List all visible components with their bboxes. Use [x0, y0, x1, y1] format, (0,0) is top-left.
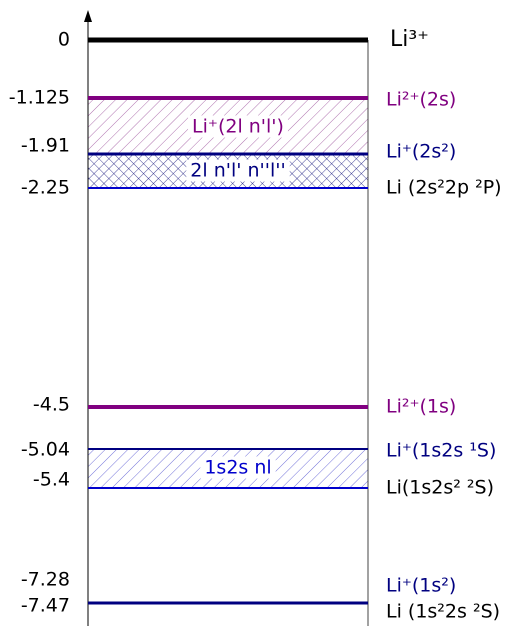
bands: Li⁺(2l n'l') 2l n'l' n''l'' 1s2s nl [88, 98, 368, 488]
level-label: Li²⁺(2s) [386, 89, 456, 111]
energy-value: -4.5 [33, 394, 70, 416]
level-label: Li⁺(1s2s ¹S) [386, 440, 496, 462]
energy-value: -7.28 [21, 569, 70, 591]
band-label-bg [188, 115, 288, 138]
band-label-bg [200, 456, 276, 479]
level-label: Li (1s²2s ²S) [386, 601, 500, 623]
level-label: Li³⁺ [390, 27, 429, 52]
levels: 0 Li³⁺ -1.125 Li²⁺(2s) -1.91 Li⁺(2s²) -2.25 Li … [9, 27, 502, 623]
energy-value: 0 [58, 29, 70, 51]
level-label: Li⁺(2s²) [386, 141, 456, 163]
band-label: 2l n'l' n''l'' [190, 160, 285, 182]
energy-value: -5.04 [21, 439, 70, 461]
band-label: Li⁺(2l n'l') [192, 116, 284, 138]
level-label: Li⁺(1s²) [386, 575, 456, 597]
level-label: Li (2s²2p ²P) [386, 177, 502, 199]
level-label: Li²⁺(1s) [386, 396, 456, 418]
level-label: Li(1s2s² ²S) [386, 477, 494, 499]
energy-value: -1.91 [21, 135, 70, 157]
energy-value: -2.25 [21, 177, 70, 199]
energy-value: -7.47 [21, 595, 70, 617]
band-label: 1s2s nl [204, 457, 271, 479]
energy-value: -5.4 [33, 469, 70, 491]
axis-arrow [84, 10, 92, 22]
band-label-bg [186, 159, 290, 182]
energy-value: -1.125 [9, 87, 70, 109]
